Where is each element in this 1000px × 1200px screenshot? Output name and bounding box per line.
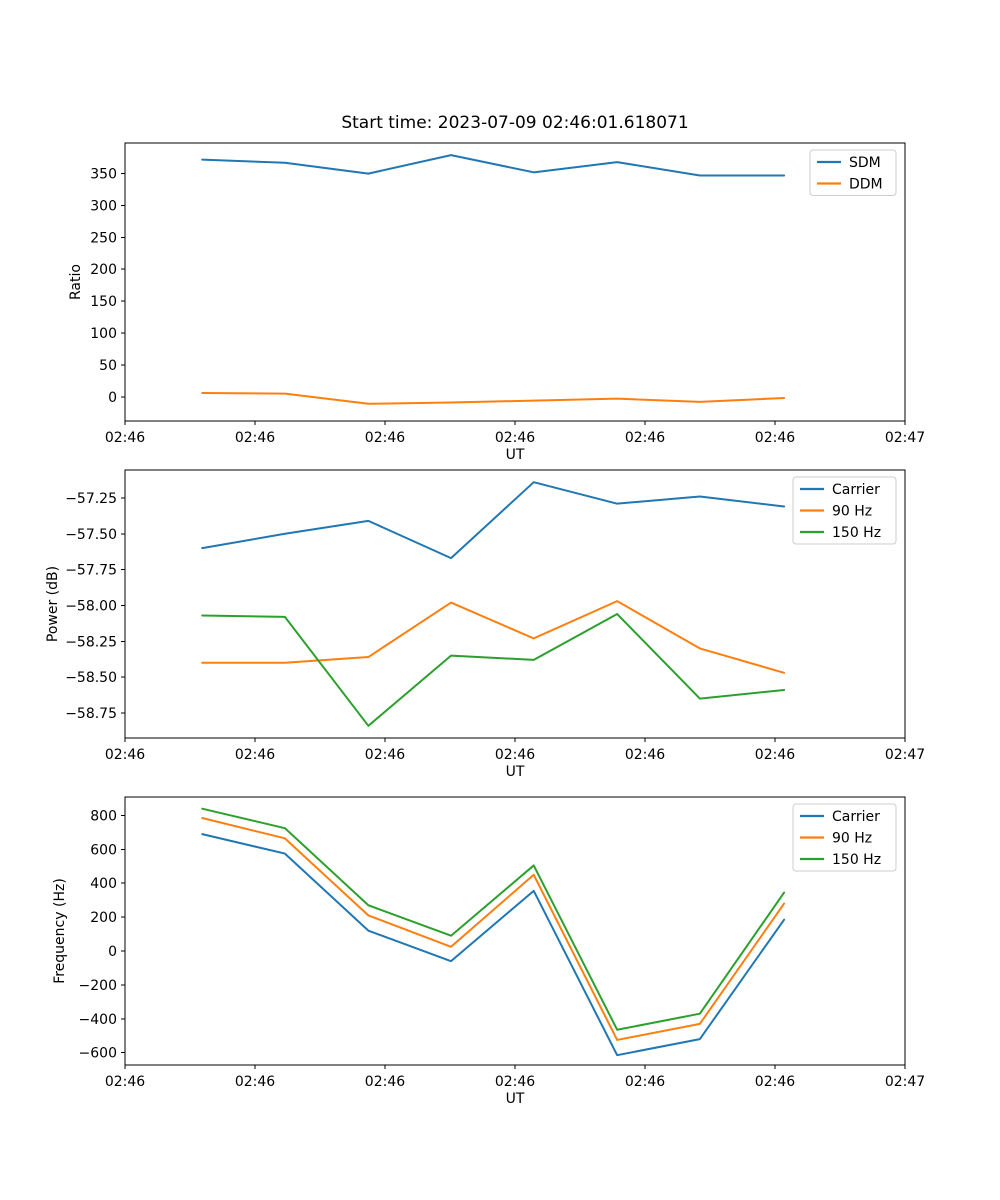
y-tick-label: 250	[90, 230, 117, 246]
x-tick-label: 02:46	[495, 1074, 535, 1090]
y-tick-label: −600	[79, 1046, 117, 1062]
legend-label-sdm: SDM	[849, 155, 881, 171]
series-line-150-hz	[201, 807, 786, 1031]
y-tick-label: 200	[90, 910, 117, 926]
x-tick-label: 02:46	[235, 430, 275, 446]
x-axis-label: UT	[506, 764, 525, 780]
series-line-carrier	[201, 833, 786, 1057]
x-tick-label: 02:46	[365, 747, 405, 763]
series-line-150-hz	[201, 613, 786, 727]
x-tick-label: 02:46	[235, 1074, 275, 1090]
y-tick-label: 0	[108, 390, 117, 406]
y-axis-label: Power (dB)	[45, 566, 61, 642]
x-tick-label: 02:46	[105, 747, 145, 763]
axes-frame	[124, 469, 906, 739]
series-line-90-hz	[201, 600, 786, 674]
series-line-carrier	[201, 481, 786, 560]
y-tick-label: 400	[90, 876, 117, 892]
x-tick-label: 02:46	[495, 430, 535, 446]
y-tick-label: −58.75	[65, 706, 117, 722]
y-tick-label: −58.50	[65, 670, 117, 686]
x-tick-label: 02:46	[755, 1074, 795, 1090]
y-tick-label: −57.75	[65, 563, 117, 579]
x-tick-label: 02:46	[365, 430, 405, 446]
axes-frame	[124, 796, 906, 1066]
series-line-sdm	[201, 154, 786, 177]
x-tick-label: 02:46	[105, 430, 145, 446]
x-tick-label: 02:46	[625, 430, 665, 446]
y-tick-label: −57.50	[65, 527, 117, 543]
legend-label-ddm: DDM	[849, 177, 883, 193]
y-axis-label: Frequency (Hz)	[52, 878, 68, 984]
y-tick-label: 800	[90, 808, 117, 824]
x-tick-label: 02:46	[235, 747, 275, 763]
x-tick-label: 02:47	[885, 747, 925, 763]
legend-label-150-hz: 150 Hz	[832, 525, 881, 541]
y-tick-label: −400	[79, 1012, 117, 1028]
legend-label-90-hz: 90 Hz	[832, 504, 872, 520]
x-tick-label: 02:46	[365, 1074, 405, 1090]
legend-label-150-hz: 150 Hz	[832, 852, 881, 868]
y-tick-label: 100	[90, 326, 117, 342]
x-tick-label: 02:47	[885, 430, 925, 446]
x-axis-label: UT	[506, 1091, 525, 1107]
y-tick-label: 300	[90, 198, 117, 214]
series-line-ddm	[201, 391, 786, 405]
legend-label-carrier: Carrier	[832, 482, 880, 498]
y-tick-label: 0	[108, 944, 117, 960]
x-axis-label: UT	[506, 447, 525, 463]
y-axis-label: Ratio	[68, 264, 84, 300]
y-tick-label: 150	[90, 294, 117, 310]
legend-box	[792, 803, 897, 872]
y-tick-label: 200	[90, 262, 117, 278]
y-tick-label: −58.00	[65, 598, 117, 614]
series-line-90-hz	[201, 817, 786, 1041]
legend-label-90-hz: 90 Hz	[832, 831, 872, 847]
x-tick-label: 02:46	[105, 1074, 145, 1090]
y-tick-label: −58.25	[65, 634, 117, 650]
x-tick-label: 02:46	[755, 747, 795, 763]
legend-label-carrier: Carrier	[832, 809, 880, 825]
legend-box	[809, 149, 897, 196]
x-tick-label: 02:47	[885, 1074, 925, 1090]
x-tick-label: 02:46	[755, 430, 795, 446]
y-tick-label: 350	[90, 167, 117, 183]
y-tick-label: 50	[99, 358, 117, 374]
x-tick-label: 02:46	[625, 747, 665, 763]
x-tick-label: 02:46	[625, 1074, 665, 1090]
y-tick-label: 600	[90, 842, 117, 858]
y-tick-label: −57.25	[65, 491, 117, 507]
y-tick-label: −200	[79, 978, 117, 994]
figure-title: Start time: 2023-07-09 02:46:01.618071	[341, 113, 689, 133]
legend-box	[792, 476, 897, 545]
axes-frame	[124, 142, 906, 422]
x-tick-label: 02:46	[495, 747, 535, 763]
